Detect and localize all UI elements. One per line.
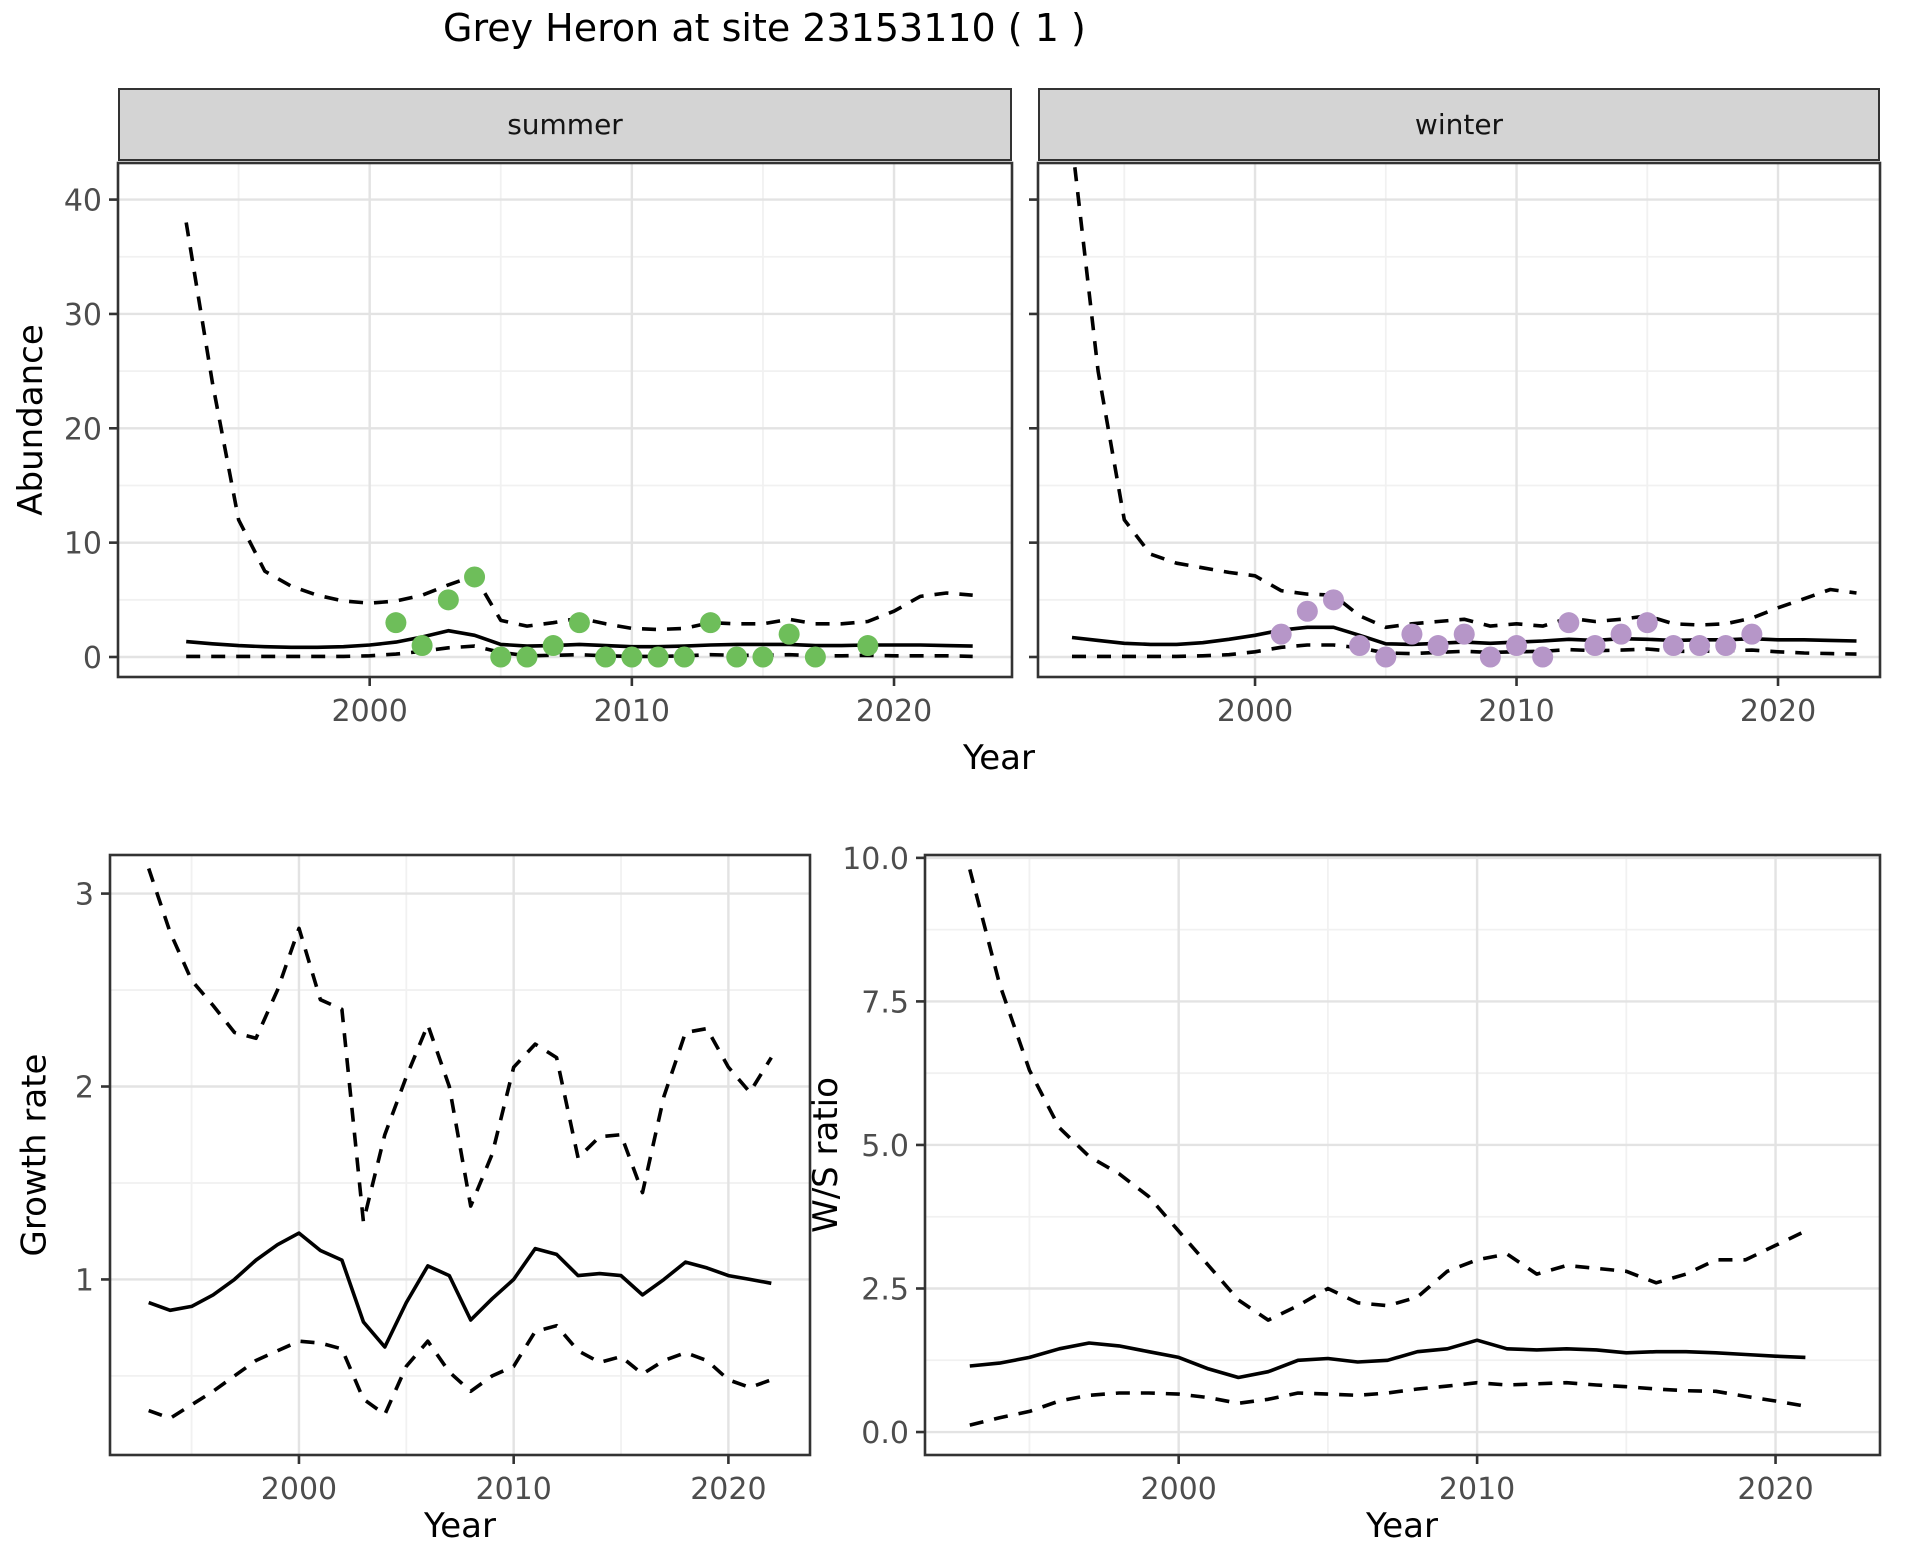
winter-data-point <box>1296 600 1318 622</box>
winter-data-point <box>1375 646 1397 668</box>
winter-data-point <box>1558 612 1580 634</box>
summer-data-point <box>542 635 564 657</box>
winter-data-point <box>1741 623 1763 645</box>
x-tick-label: 2020 <box>690 1472 766 1507</box>
y-tick-label: 7.5 <box>861 985 909 1020</box>
x-tick-label: 2000 <box>332 694 408 729</box>
x-tick-label: 2020 <box>1737 1472 1813 1507</box>
summer-data-point <box>857 635 879 657</box>
winter-data-point <box>1401 623 1423 645</box>
winter-data-point <box>1322 589 1344 611</box>
summer-data-point <box>385 612 407 634</box>
y-tick-label: 0.0 <box>861 1416 909 1451</box>
winter-data-point <box>1349 635 1371 657</box>
winter-data-point <box>1662 635 1684 657</box>
winter-data-point <box>1689 635 1711 657</box>
winter-abundance-panel: 2000 2010 2020 <box>1016 149 1902 741</box>
winter-panel-border <box>1036 161 1882 679</box>
year-axis-title-growth: Year <box>424 1506 496 1546</box>
summer-data-point <box>595 646 617 668</box>
x-tick-label: 2010 <box>1478 694 1554 729</box>
growth-svg: 2000 2010 2020 1 2 3 <box>75 853 812 1507</box>
summer-data-point <box>490 646 512 668</box>
growth-lower-ci-line <box>148 1323 772 1421</box>
winter-data-point <box>1584 635 1606 657</box>
summer-data-point <box>700 612 722 634</box>
facet-strip-winter: winter <box>1038 88 1880 161</box>
summer-data-point <box>411 635 433 657</box>
summer-abundance-panel: 2000 2010 2020 0 10 20 30 40 <box>20 149 1032 741</box>
summer-mean-line <box>186 628 973 650</box>
winter-data-point <box>1453 623 1475 645</box>
winter-data-point <box>1636 612 1658 634</box>
summer-data-point <box>516 646 538 668</box>
y-tick-label: 40 <box>64 184 102 219</box>
growth-mean-line <box>148 1231 772 1349</box>
winter-data-point <box>1715 635 1737 657</box>
growth-upper-ci-line <box>146 867 773 1224</box>
x-tick-label: 2020 <box>1740 694 1816 729</box>
winter-data-point <box>1270 623 1292 645</box>
summer-data-point <box>673 646 695 668</box>
y-tick-label: 10.0 <box>842 842 909 877</box>
growth-panel-border <box>108 853 812 1457</box>
ws-panel-border <box>923 853 1882 1457</box>
winter-upper-ci-line <box>1072 163 1857 630</box>
summer-data-point <box>568 612 590 634</box>
x-tick-label: 2020 <box>856 694 932 729</box>
summer-data-point <box>647 646 669 668</box>
facet-strip-summer-label: summer <box>507 108 623 141</box>
y-tick-label: 2 <box>75 1071 94 1106</box>
summer-data-point <box>621 646 643 668</box>
summer-panel-bg <box>118 163 1012 677</box>
year-axis-title-ws: Year <box>1366 1506 1438 1546</box>
x-tick-label: 2010 <box>594 694 670 729</box>
summer-panel-border <box>116 161 1014 679</box>
x-tick-label: 2000 <box>1140 1472 1216 1507</box>
y-tick-label: 10 <box>64 527 102 562</box>
summer-data-point <box>437 589 459 611</box>
ws-ratio-panel: 2000 2010 2020 0.0 2.5 5.0 7.5 10.0 <box>810 841 1904 1519</box>
y-tick-label: 3 <box>75 878 94 913</box>
ws-mean-line <box>969 1338 1806 1380</box>
y-tick-label: 2.5 <box>861 1272 909 1307</box>
x-tick-label: 2010 <box>476 1472 552 1507</box>
winter-data-point <box>1427 635 1449 657</box>
facet-strip-winter-label: winter <box>1414 108 1504 141</box>
winter-svg: 2000 2010 2020 <box>1029 161 1882 729</box>
winter-panel-bg <box>1038 163 1880 677</box>
growth-rate-panel: 2000 2010 2020 1 2 3 <box>15 841 834 1519</box>
winter-data-point <box>1506 635 1528 657</box>
year-axis-title-top: Year <box>963 738 1035 778</box>
y-tick-label: 20 <box>64 412 102 447</box>
winter-data-point <box>1532 646 1554 668</box>
chart-title: Grey Heron at site 23153110 ( 1 ) <box>443 6 1086 50</box>
y-tick-label: 0 <box>83 641 102 676</box>
summer-svg: 2000 2010 2020 0 10 20 30 40 <box>64 161 1014 729</box>
facet-strip-summer: summer <box>118 88 1012 161</box>
ws-lower-ci-line <box>969 1380 1806 1427</box>
ws-upper-ci-line <box>968 868 1807 1322</box>
winter-data-point <box>1610 623 1632 645</box>
x-tick-label: 2000 <box>261 1472 337 1507</box>
ws-panel-bg <box>925 855 1880 1455</box>
summer-data-point <box>726 646 748 668</box>
summer-data-point <box>752 646 774 668</box>
x-tick-label: 2010 <box>1439 1472 1515 1507</box>
y-tick-label: 30 <box>64 298 102 333</box>
y-tick-label: 1 <box>75 1263 94 1298</box>
ws-svg: 2000 2010 2020 0.0 2.5 5.0 7.5 10.0 <box>842 842 1882 1507</box>
summer-data-point <box>804 646 826 668</box>
y-tick-label: 5.0 <box>861 1129 909 1164</box>
summer-data-point <box>464 566 486 588</box>
summer-lower-ci-line <box>186 644 973 659</box>
summer-data-point <box>778 623 800 645</box>
x-tick-label: 2000 <box>1217 694 1293 729</box>
winter-data-point <box>1479 646 1501 668</box>
